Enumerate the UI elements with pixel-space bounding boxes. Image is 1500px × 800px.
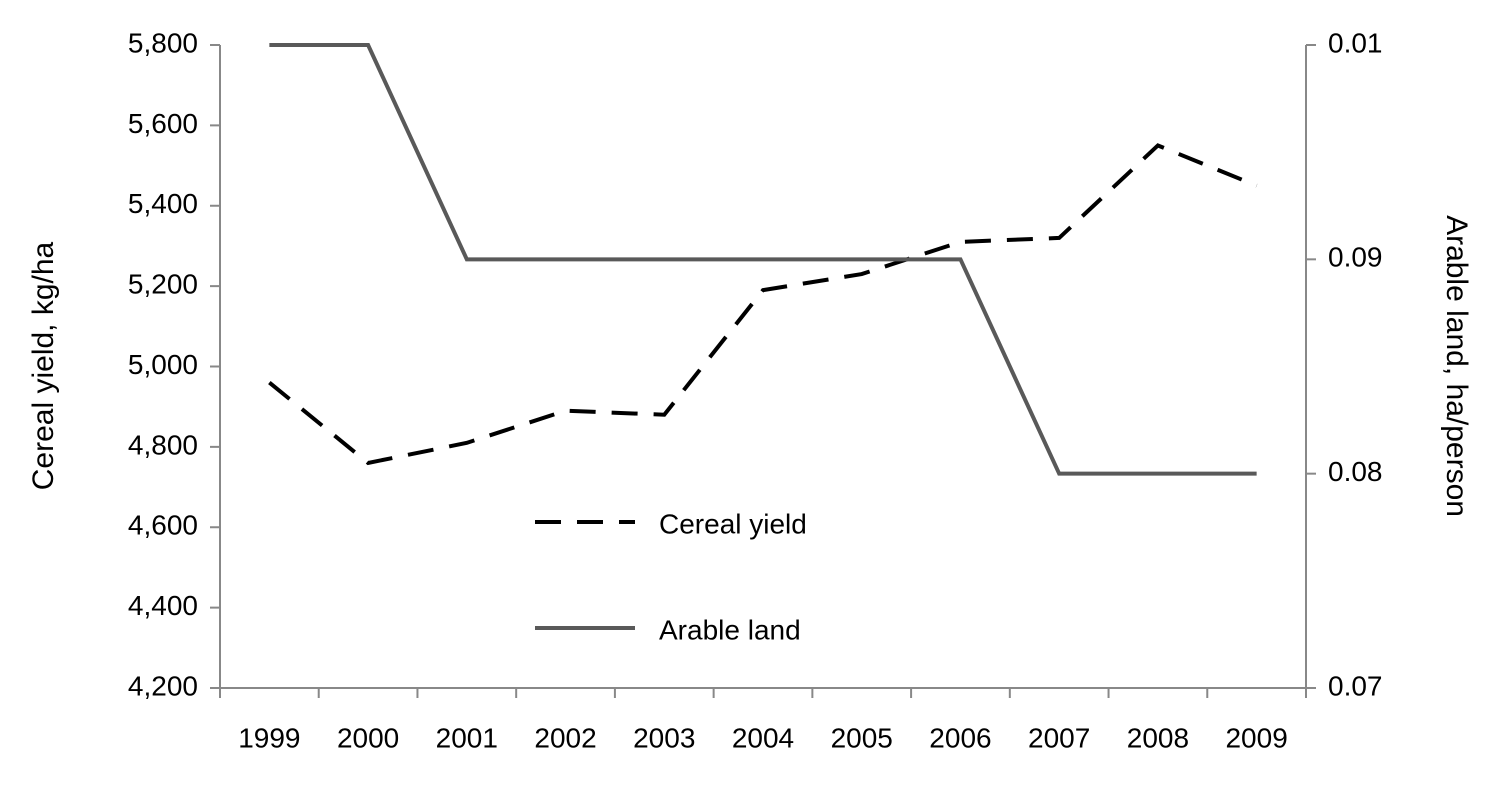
y-tick-label: 5,600: [128, 108, 198, 139]
series-line: [268, 143, 1258, 466]
y-tick-label: 4,400: [128, 590, 198, 621]
x-tick-label: 2008: [1127, 722, 1189, 753]
x-tick-label: 2001: [436, 722, 498, 753]
x-tick-label: 2002: [534, 722, 596, 753]
y2-axis-title: Arable land, ha/person: [1440, 215, 1473, 517]
y-tick-label: 5,400: [128, 188, 198, 219]
y-axis-title: Cereal yield, kg/ha: [27, 241, 60, 490]
legend-label: Arable land: [659, 614, 801, 645]
y-tick-label: 5,200: [128, 269, 198, 300]
y-tick-label: 4,600: [128, 510, 198, 541]
x-tick-label: 1999: [238, 722, 300, 753]
x-tick-label: 2007: [1028, 722, 1090, 753]
y-tick-label: 5,800: [128, 27, 198, 58]
x-tick-label: 2000: [337, 722, 399, 753]
y-tick-label: 4,200: [128, 670, 198, 701]
y2-tick-label: 0.09: [1328, 242, 1383, 273]
x-tick-label: 2005: [831, 722, 893, 753]
y2-tick-label: 0.01: [1328, 27, 1383, 58]
y2-tick-label: 0.07: [1328, 670, 1383, 701]
legend-label: Cereal yield: [659, 508, 807, 539]
y-tick-label: 5,000: [128, 349, 198, 380]
y2-tick-label: 0.08: [1328, 456, 1383, 487]
x-tick-label: 2004: [732, 722, 794, 753]
x-tick-label: 2003: [633, 722, 695, 753]
x-tick-label: 2006: [929, 722, 991, 753]
series-line: [269, 43, 1257, 476]
y-tick-label: 4,800: [128, 429, 198, 460]
x-tick-label: 2009: [1225, 722, 1287, 753]
